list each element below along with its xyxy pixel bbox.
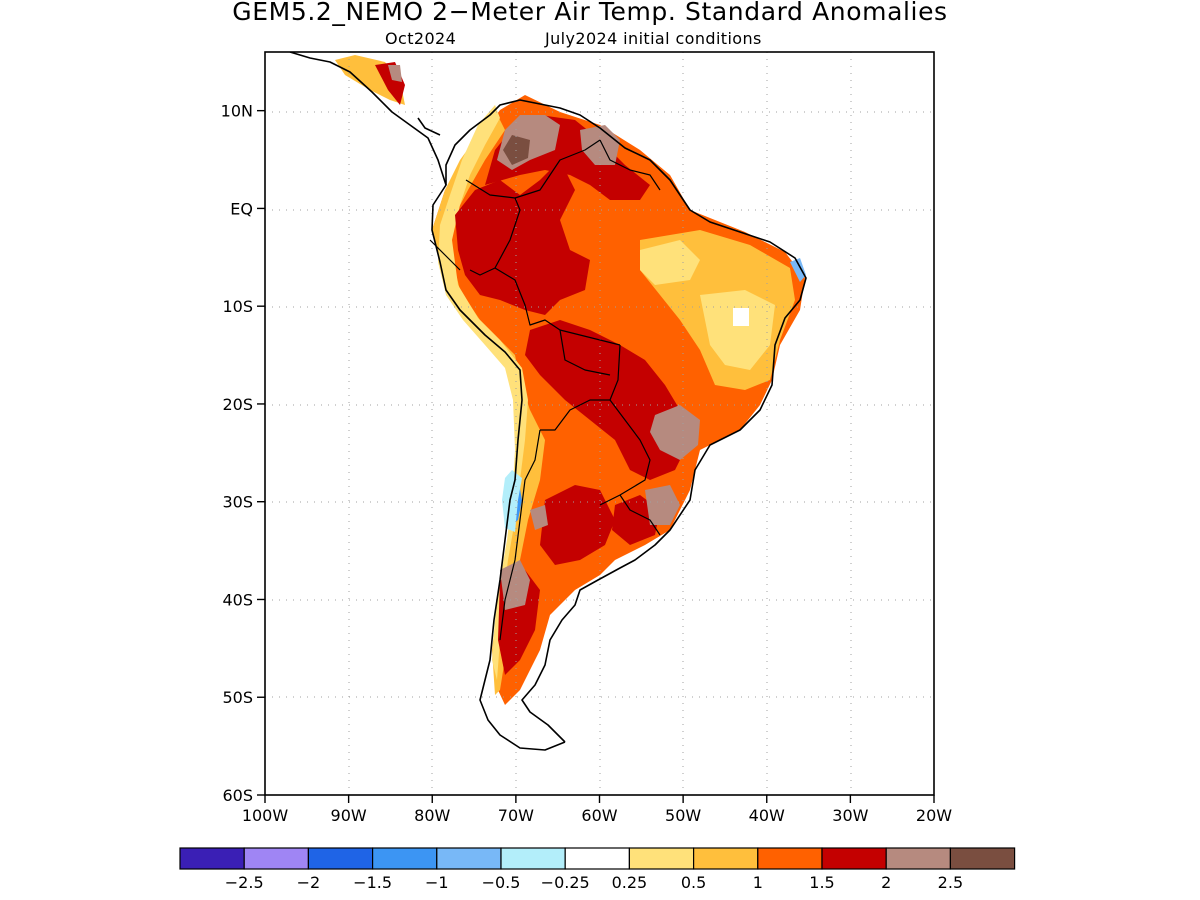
colorbar-label: 2 (881, 873, 891, 892)
anomaly-field (335, 55, 806, 705)
shade-pale-nc (640, 240, 700, 285)
lon-tick-label: 100W (242, 806, 289, 825)
colorbar-swatch (821, 847, 887, 870)
colorbar-label: 1 (753, 873, 763, 892)
map-title: GEM5.2_NEMO 2−Meter Air Temp. Standard A… (232, 0, 948, 26)
lon-tick-label: 80W (414, 806, 450, 825)
colorbar-label: −1 (425, 873, 449, 892)
colorbar-label: −0.5 (482, 873, 521, 892)
colorbar-label: 0.25 (612, 873, 648, 892)
colorbar-swatch (243, 847, 309, 870)
forecast-month: Oct2024 (385, 29, 457, 48)
longitude-axis: 100W 90W 80W 70W 60W 50W 40W 30W 20W (242, 795, 952, 825)
shade-pale-ne (700, 290, 775, 370)
colorbar: −2.5 −2 −1.5 −1 −0.5 −0.25 0.25 0.5 1 1.5 2 2.5 (179, 847, 1016, 892)
colorbar-label: −2 (297, 873, 321, 892)
colorbar-swatch (564, 847, 631, 870)
lat-tick-label: 60S (222, 786, 253, 805)
colorbar-label: −0.25 (541, 873, 590, 892)
shade-blue-brazil-coast (790, 258, 806, 282)
colorbar-swatch (372, 847, 438, 870)
shade-darkred-amazon (455, 160, 590, 315)
lat-tick-label: 50S (222, 688, 253, 707)
colorbar-swatch (949, 847, 1016, 870)
lon-tick-label: 30W (832, 806, 868, 825)
lat-tick-label: EQ (230, 199, 253, 218)
colorbar-swatch (436, 847, 502, 870)
lat-tick-label: 10N (221, 102, 253, 121)
shade-taupe-patagonia (500, 560, 530, 610)
shade-central-america-brown (388, 65, 402, 82)
lon-tick-label: 50W (665, 806, 701, 825)
lon-tick-label: 70W (498, 806, 534, 825)
colorbar-label: 1.5 (809, 873, 834, 892)
colorbar-swatch (307, 847, 374, 870)
colorbar-label: −1.5 (353, 873, 392, 892)
lon-tick-label: 60W (581, 806, 617, 825)
lat-tick-label: 10S (222, 297, 253, 316)
shade-taupe-central (530, 505, 548, 530)
lat-tick-label: 20S (222, 395, 253, 414)
colorbar-swatch (885, 847, 952, 870)
lon-tick-label: 40W (749, 806, 785, 825)
colorbar-swatch (500, 847, 566, 870)
colorbar-swatch (628, 847, 695, 870)
colorbar-swatch (692, 847, 759, 870)
shade-taupe-south (645, 485, 680, 525)
graticule (265, 52, 934, 795)
shade-lightblue-chile (502, 470, 522, 532)
colorbar-swatch (179, 847, 245, 870)
shade-taupe-se (650, 405, 700, 460)
lat-tick-label: 40S (222, 590, 253, 609)
shade-darkred-south (540, 485, 615, 565)
initial-conditions: July2024 initial conditions (545, 29, 762, 48)
colorbar-label: 2.5 (938, 873, 963, 892)
coastline (289, 52, 807, 751)
shade-white-spot (733, 308, 749, 326)
country-borders (429, 139, 661, 641)
latitude-axis: 10N EQ 10S 20S 30S 40S 50S 60S (221, 102, 265, 805)
colorbar-label: −2.5 (225, 873, 264, 892)
colorbar-swatch (757, 847, 823, 870)
colorbar-label: 0.5 (681, 873, 706, 892)
lat-tick-label: 30S (222, 493, 253, 512)
lon-tick-label: 90W (331, 806, 367, 825)
lon-tick-label: 20W (916, 806, 952, 825)
